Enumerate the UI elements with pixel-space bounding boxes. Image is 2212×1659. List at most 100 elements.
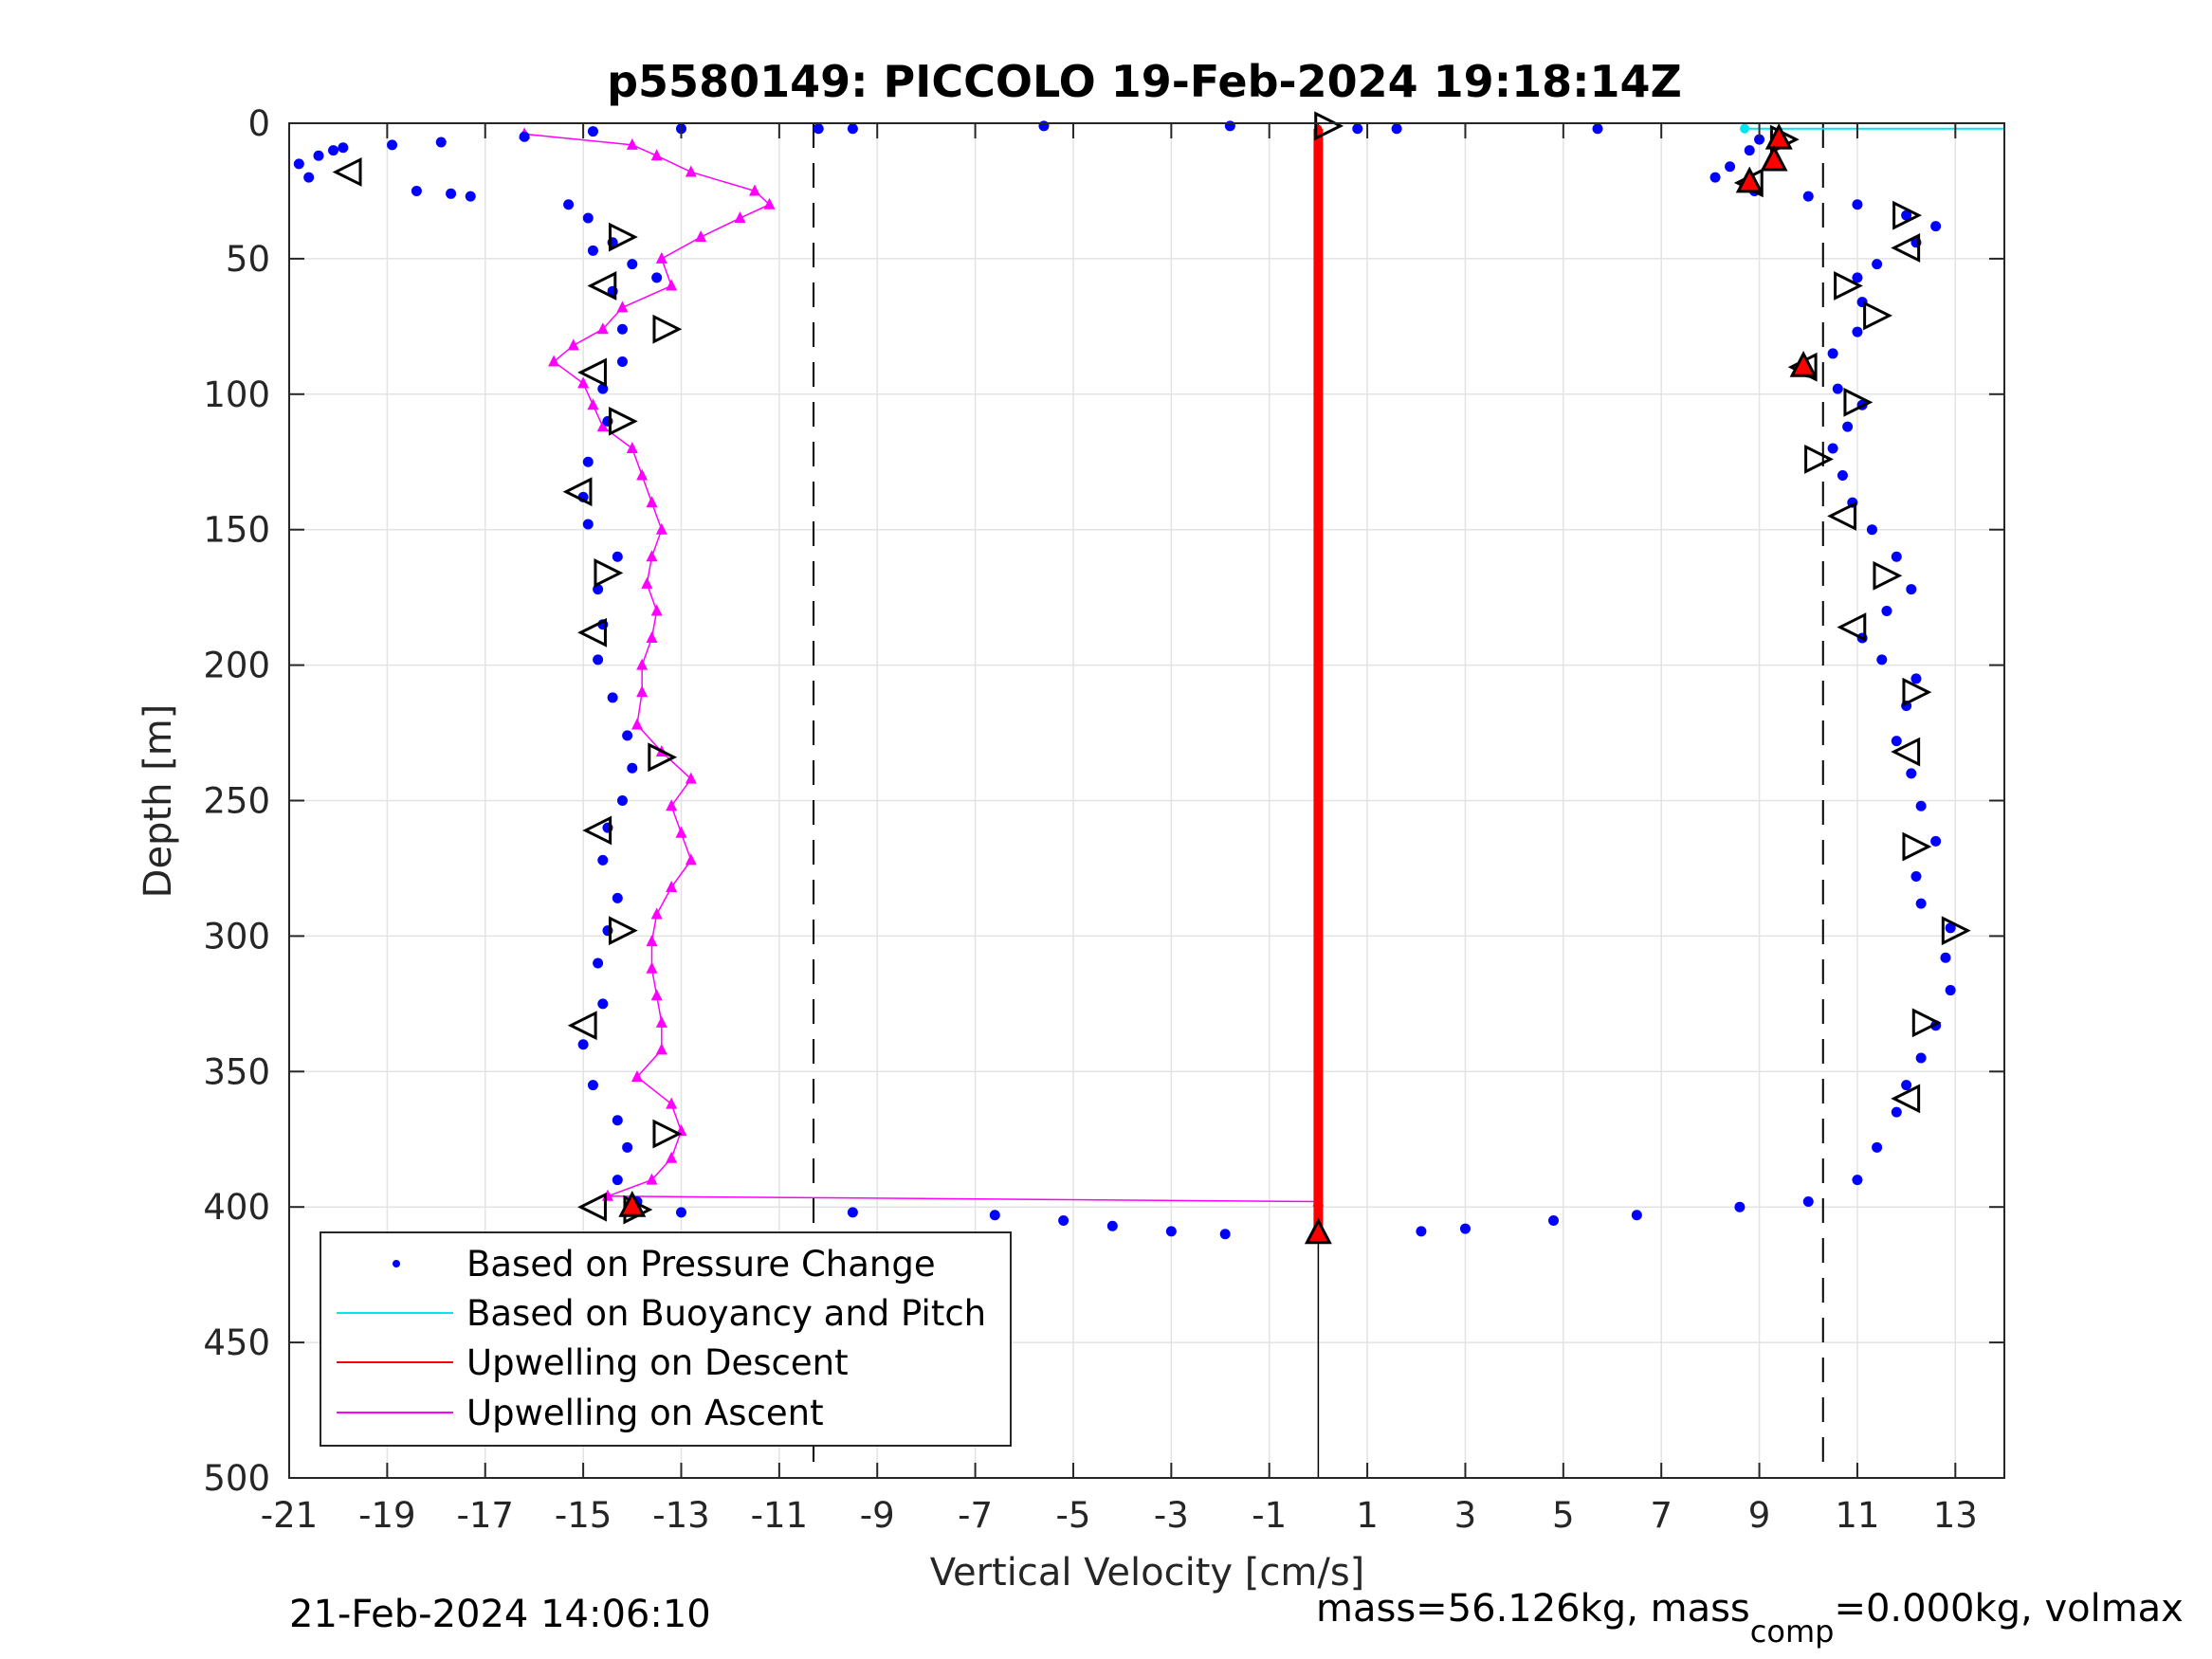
pressure-change-point xyxy=(587,245,598,256)
pressure-change-point xyxy=(627,259,638,270)
upwelling-ascent-point xyxy=(646,935,658,947)
upwelling-ascent-point xyxy=(655,1015,667,1028)
legend-box xyxy=(320,1231,1012,1447)
pressure-change-point xyxy=(1910,871,1922,883)
ascent-marker-triangle xyxy=(1837,612,1867,643)
turnaround-marker-triangle xyxy=(1760,144,1788,172)
pressure-change-point xyxy=(1940,952,1951,963)
y-tick-label: 0 xyxy=(247,103,270,144)
upwelling-ascent-point xyxy=(548,355,560,367)
pressure-change-point xyxy=(1725,161,1736,173)
pressure-change-point xyxy=(313,150,324,161)
descent-marker-triangle xyxy=(608,406,638,436)
pressure-change-point xyxy=(293,158,304,170)
y-tick-label: 500 xyxy=(203,1458,270,1499)
legend-entry-descent: Upwelling on Descent xyxy=(337,1342,849,1383)
ascent-marker-triangle xyxy=(577,357,607,388)
ascent-marker-triangle xyxy=(587,271,617,301)
upwelling-ascent-point xyxy=(646,1173,658,1185)
upwelling-ascent-point xyxy=(626,137,638,150)
pressure-change-point xyxy=(1881,605,1892,616)
descent-marker-triangle xyxy=(608,916,638,946)
pressure-change-point xyxy=(446,188,457,199)
pressure-change-point xyxy=(587,1080,598,1091)
ascent-marker-triangle xyxy=(1891,1084,1921,1114)
upwelling-ascent-point xyxy=(650,907,663,920)
descent-marker-triangle xyxy=(1804,444,1834,474)
x-tick-label: -11 xyxy=(751,1495,808,1536)
legend-label-buoyancy: Based on Buoyancy and Pitch xyxy=(466,1293,986,1334)
descent-marker-triangle xyxy=(1873,560,1903,591)
upwelling-descent-point xyxy=(1314,1067,1323,1076)
pressure-change-point xyxy=(582,519,594,530)
x-tick-label: -1 xyxy=(1252,1495,1287,1536)
pressure-change-point xyxy=(1872,259,1883,270)
upwelling-ascent-point xyxy=(650,149,663,161)
pressure-change-point xyxy=(1930,221,1942,232)
pressure-change-point xyxy=(387,139,398,151)
pressure-change-point xyxy=(1945,985,1956,996)
pressure-change-point xyxy=(612,551,623,562)
upwelling-ascent-point xyxy=(596,420,609,432)
pressure-change-point xyxy=(1915,1052,1927,1064)
pressure-change-point xyxy=(1165,1226,1177,1237)
ascent-marker-triangle xyxy=(577,1192,607,1222)
pressure-change-point xyxy=(651,272,663,283)
upwelling-ascent-point xyxy=(631,1070,643,1083)
legend: Based on Pressure Change Based on Buoyan… xyxy=(320,1231,1012,1447)
pressure-change-point xyxy=(597,998,609,1010)
pressure-change-point xyxy=(1852,326,1863,337)
pressure-change-point xyxy=(675,1207,686,1218)
ascent-marker-triangle xyxy=(1891,233,1921,263)
footer-timestamp: 21-Feb-2024 14:06:10 xyxy=(289,1593,711,1636)
pressure-change-point xyxy=(435,137,447,148)
pressure-change-point xyxy=(582,212,594,224)
upwelling-ascent-point xyxy=(567,338,579,351)
y-tick-label: 150 xyxy=(203,510,270,551)
upwelling-ascent-point xyxy=(596,322,609,335)
pressure-change-point xyxy=(616,795,628,806)
pressure-change-point xyxy=(1754,134,1765,145)
pressure-change-point xyxy=(1842,421,1854,432)
descent-marker-triangle xyxy=(608,222,638,252)
pressure-change-point xyxy=(622,730,633,741)
y-tick-label: 250 xyxy=(203,781,270,822)
pressure-change-point xyxy=(616,356,628,368)
pressure-change-point xyxy=(563,199,575,210)
pressure-change-point xyxy=(1872,1141,1883,1153)
pressure-change-point xyxy=(607,692,618,703)
y-tick-label: 450 xyxy=(203,1322,270,1363)
pressure-change-point xyxy=(1709,172,1721,183)
pressure-change-point xyxy=(847,123,858,135)
x-tick-label: -19 xyxy=(358,1495,415,1536)
pressure-change-point xyxy=(1106,1220,1118,1231)
x-axis-label: Vertical Velocity [cm/s] xyxy=(930,1551,1365,1595)
pressure-change-point xyxy=(1547,1214,1559,1226)
pressure-change-point xyxy=(1837,470,1848,482)
turnaround-marker-triangle xyxy=(1735,166,1764,193)
turnaround-marker-triangle xyxy=(1304,1217,1332,1245)
legend-label-pressure: Based on Pressure Change xyxy=(466,1244,936,1285)
pressure-change-point xyxy=(1910,673,1922,684)
pressure-change-point xyxy=(1391,123,1402,135)
descent-marker-triangle xyxy=(1843,387,1874,417)
upwelling-ascent-point xyxy=(655,522,667,535)
descent-marker-triangle xyxy=(1892,200,1922,230)
upwelling-ascent-point xyxy=(650,989,663,1001)
pressure-change-point xyxy=(1631,1210,1642,1221)
footer-mass-sub: comp xyxy=(1750,1613,1835,1650)
descent-marker-triangle xyxy=(1911,1008,1942,1038)
pressure-change-point xyxy=(1416,1226,1427,1237)
pressure-change-point xyxy=(328,145,339,156)
x-tick-label: 13 xyxy=(1933,1495,1978,1536)
upwelling-ascent-point xyxy=(636,685,649,698)
upwelling-ascent-point xyxy=(666,1097,678,1109)
pressure-change-point xyxy=(612,1115,623,1126)
x-tick-label: -15 xyxy=(555,1495,612,1536)
upwelling-ascent-point xyxy=(577,376,590,389)
upwelling-ascent-point xyxy=(631,718,643,730)
pressure-change-point xyxy=(338,142,349,154)
descent-marker-triangle xyxy=(1314,111,1344,141)
pressure-change-point xyxy=(1876,654,1888,665)
